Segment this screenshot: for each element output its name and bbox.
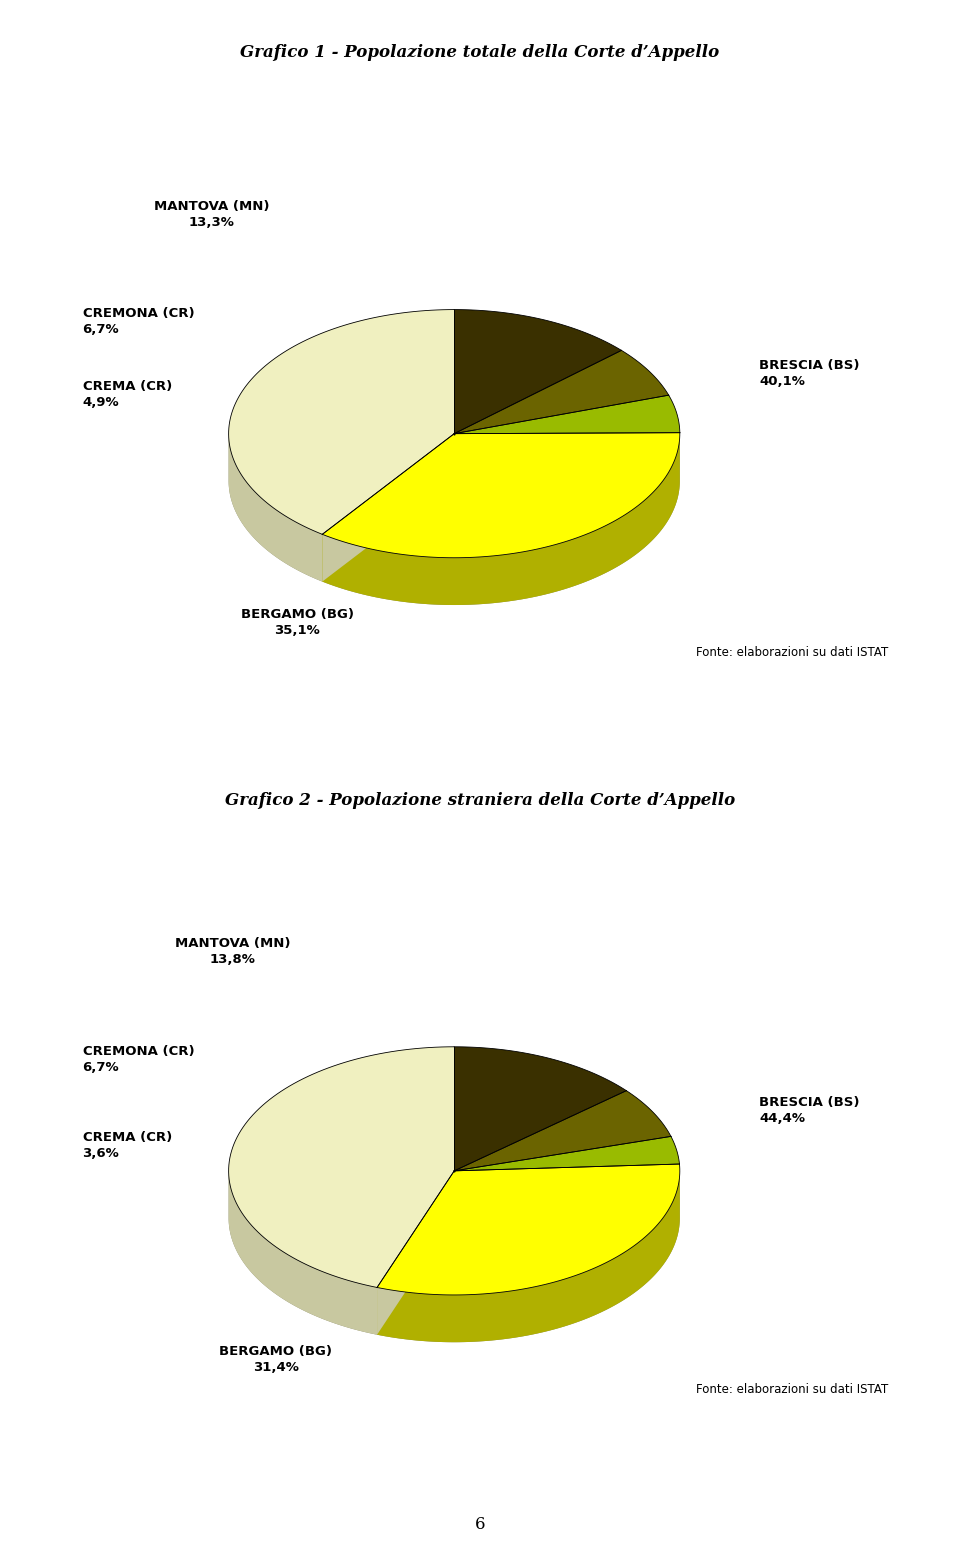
Text: CREMONA (CR)
6,7%: CREMONA (CR) 6,7% [83,307,194,337]
Polygon shape [323,433,454,582]
Polygon shape [454,309,621,433]
Text: 6: 6 [475,1516,485,1533]
Polygon shape [228,1170,680,1342]
Polygon shape [454,1091,671,1170]
Text: CREMA (CR)
3,6%: CREMA (CR) 3,6% [83,1130,172,1159]
Text: Fonte: elaborazioni su dati ISTAT: Fonte: elaborazioni su dati ISTAT [696,646,888,660]
Text: MANTOVA (MN)
13,8%: MANTOVA (MN) 13,8% [175,937,291,967]
Polygon shape [228,1172,377,1335]
Text: CREMONA (CR)
6,7%: CREMONA (CR) 6,7% [83,1044,194,1074]
Polygon shape [323,433,680,557]
Text: BRESCIA (BS)
40,1%: BRESCIA (BS) 40,1% [759,359,860,388]
Text: BRESCIA (BS)
44,4%: BRESCIA (BS) 44,4% [759,1096,860,1125]
Polygon shape [228,309,454,534]
Polygon shape [377,1170,454,1335]
Polygon shape [454,1046,626,1170]
Text: MANTOVA (MN)
13,3%: MANTOVA (MN) 13,3% [154,200,269,230]
Polygon shape [454,351,669,433]
Polygon shape [323,436,680,605]
Text: Grafico 2 - Popolazione straniera della Corte d’Appello: Grafico 2 - Popolazione straniera della … [225,793,735,809]
Text: BERGAMO (BG)
31,4%: BERGAMO (BG) 31,4% [220,1346,332,1375]
Polygon shape [377,1172,680,1342]
Text: BERGAMO (BG)
35,1%: BERGAMO (BG) 35,1% [241,608,354,638]
Polygon shape [228,435,323,582]
Polygon shape [377,1170,454,1335]
Polygon shape [454,1136,680,1170]
Text: CREMA (CR)
4,9%: CREMA (CR) 4,9% [83,380,172,410]
Polygon shape [228,433,680,605]
Polygon shape [454,396,680,433]
Polygon shape [323,433,454,582]
Polygon shape [377,1164,680,1294]
Polygon shape [228,1046,454,1288]
Text: Grafico 1 - Popolazione totale della Corte d’Appello: Grafico 1 - Popolazione totale della Cor… [240,45,720,61]
Text: Fonte: elaborazioni su dati ISTAT: Fonte: elaborazioni su dati ISTAT [696,1383,888,1397]
